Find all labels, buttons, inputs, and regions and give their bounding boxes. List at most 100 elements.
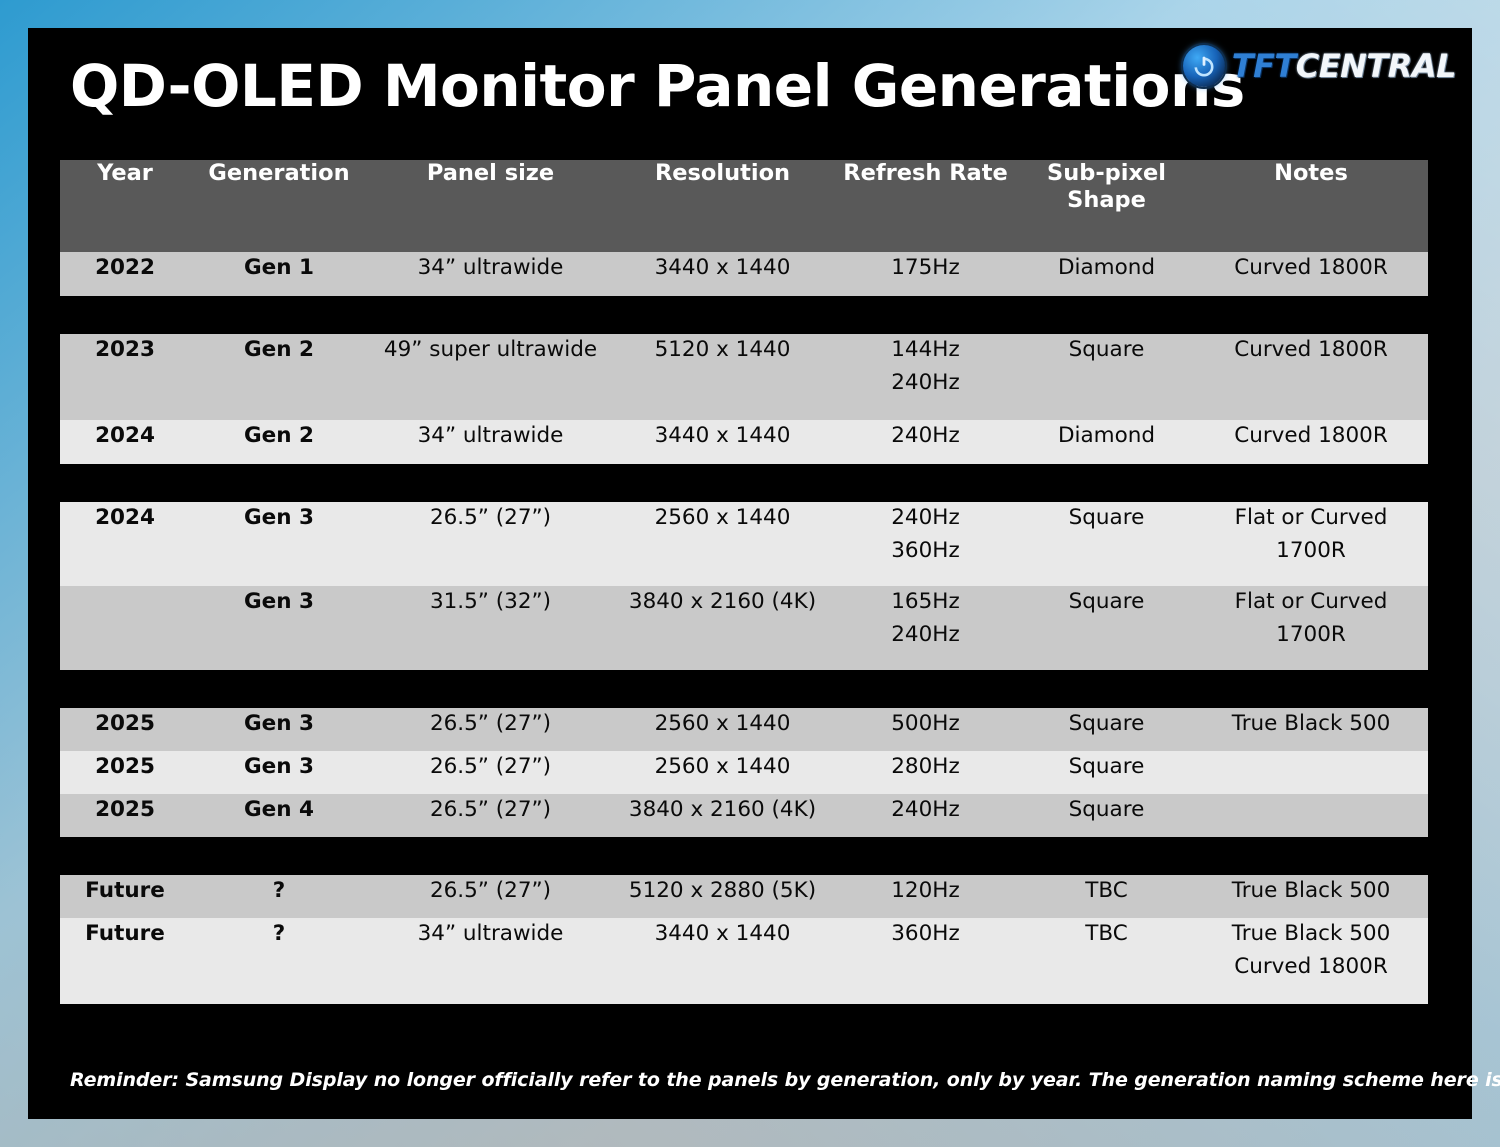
- power-button-icon: [1182, 45, 1225, 87]
- cell-year-line-1: 2025: [95, 754, 155, 779]
- table-row: 2025 Gen 3 26.5” (27”) 2560 x 1440 280Hz Squa…: [60, 751, 1428, 794]
- spacer-cell: [1194, 464, 1428, 502]
- logo-wordmark: TFTCENTRAL: [1232, 50, 1457, 82]
- cell-generation-line-1: Gen 1: [244, 255, 314, 280]
- cell-notes-line-1: Curved 1800R: [1234, 255, 1388, 280]
- cell-resolution: 2560 x 1440: [613, 751, 832, 794]
- cell-refresh-rate: 360Hz: [832, 918, 1019, 1004]
- spacer-cell: [1194, 670, 1428, 708]
- cell-resolution-line-1: 2560 x 1440: [654, 711, 791, 736]
- spacer-cell: [368, 296, 613, 334]
- cell-resolution: 2560 x 1440: [613, 708, 832, 751]
- cell-subpixel-line-1: Square: [1068, 797, 1145, 822]
- cell-refresh-rate: 240Hz: [832, 420, 1019, 464]
- tftcentral-logo[interactable]: TFTCENTRAL: [1182, 42, 1457, 90]
- cell-generation: Gen 3: [190, 708, 368, 751]
- subpixel-line-1: Sub-pixel: [1047, 160, 1166, 186]
- cell-panel-size-line-1: 26.5” (27”): [429, 797, 552, 822]
- cell-panel-size-line-1: 26.5” (27”): [429, 754, 552, 779]
- cell-notes: True Black 500 Curved 1800R: [1194, 918, 1428, 1004]
- cell-panel-size: 26.5” (27”): [368, 751, 613, 794]
- table-row: Gen 3 31.5” (32”) 3840 x 2160 (4K) 165Hz 240…: [60, 586, 1428, 670]
- cell-generation: Gen 2: [190, 334, 368, 420]
- cell-subpixel-line-1: TBC: [1085, 878, 1128, 903]
- cell-year-line-1: 2025: [95, 797, 155, 822]
- cell-notes-line-1: True Black 500: [1231, 878, 1391, 903]
- cell-subpixel: Square: [1019, 334, 1194, 420]
- cell-panel-size-line-1: 34” ultrawide: [417, 423, 564, 448]
- cell-panel-size: 34” ultrawide: [368, 918, 613, 1004]
- cell-subpixel: Square: [1019, 586, 1194, 670]
- table-body: 2022 Gen 1 34” ultrawide 3440 x 1440 175Hz Di…: [60, 252, 1428, 1004]
- spacer-cell: [1019, 837, 1194, 875]
- cell-subpixel: TBC: [1019, 918, 1194, 1004]
- spacer-cell: [832, 464, 1019, 502]
- cell-subpixel-line-1: Diamond: [1057, 423, 1156, 448]
- cell-panel-size: 49” super ultrawide: [368, 334, 613, 420]
- cell-subpixel-line-1: TBC: [1085, 921, 1128, 946]
- cell-year: [60, 586, 190, 670]
- cell-subpixel: TBC: [1019, 875, 1194, 918]
- cell-notes-line-2: 1700R: [1276, 621, 1346, 647]
- cell-generation-line-1: ?: [272, 878, 286, 903]
- cell-generation-line-1: Gen 2: [244, 337, 314, 362]
- spacer-cell: [1194, 296, 1428, 334]
- cell-year: 2025: [60, 751, 190, 794]
- cell-refresh-rate-line-1: 280Hz: [891, 754, 960, 779]
- spacer-cell: [190, 296, 368, 334]
- cell-resolution-line-1: 2560 x 1440: [654, 754, 791, 779]
- spacer-cell: [613, 837, 832, 875]
- cell-generation: Gen 1: [190, 252, 368, 296]
- cell-year-line-1: Future: [85, 878, 165, 903]
- cell-generation: Gen 3: [190, 751, 368, 794]
- spacer-cell: [190, 464, 368, 502]
- cell-resolution-line-1: 3440 x 1440: [654, 921, 791, 946]
- reminder-note: Reminder: Samsung Display no longer offi…: [70, 1069, 1500, 1091]
- cell-refresh-rate-line-1: 175Hz: [891, 255, 960, 280]
- cell-generation: Gen 3: [190, 586, 368, 670]
- cell-panel-size: 34” ultrawide: [368, 252, 613, 296]
- cell-panel-size: 26.5” (27”): [368, 708, 613, 751]
- cell-panel-size-line-1: 26.5” (27”): [429, 505, 552, 530]
- cell-notes-line-1: Curved 1800R: [1234, 337, 1388, 362]
- cell-notes-line-1: True Black 500: [1231, 921, 1391, 946]
- spacer-cell: [60, 670, 190, 708]
- table-row: 2025 Gen 3 26.5” (27”) 2560 x 1440 500Hz Squa…: [60, 708, 1428, 751]
- spacer-cell: [1019, 670, 1194, 708]
- spacer-cell: [613, 464, 832, 502]
- table-row: Future? 26.5” (27”) 5120 x 2880 (5K) 120Hz T…: [60, 875, 1428, 918]
- table-spacer-row: [60, 670, 1428, 708]
- cell-generation-line-1: Gen 4: [244, 797, 314, 822]
- cell-year-line-1: 2024: [95, 505, 155, 530]
- table-row: Future? 34” ultrawide 3440 x 1440 360Hz TBC T…: [60, 918, 1428, 1004]
- cell-year-line-1: 2025: [95, 711, 155, 736]
- cell-notes: True Black 500: [1194, 875, 1428, 918]
- cell-subpixel-line-1: Diamond: [1057, 255, 1156, 280]
- page-title: QD-OLED Monitor Panel Generations: [70, 52, 1245, 120]
- cell-subpixel: Diamond: [1019, 252, 1194, 296]
- cell-notes-line-2: Curved 1800R: [1234, 953, 1388, 979]
- cell-panel-size: 34” ultrawide: [368, 420, 613, 464]
- spacer-cell: [832, 670, 1019, 708]
- spacer-cell: [60, 464, 190, 502]
- spacer-cell: [613, 670, 832, 708]
- cell-panel-size-line-1: 34” ultrawide: [417, 255, 564, 280]
- cell-subpixel: Diamond: [1019, 420, 1194, 464]
- cell-refresh-rate-line-2: 240Hz: [891, 369, 960, 395]
- cell-refresh-rate: 500Hz: [832, 708, 1019, 751]
- column-header-year: Year: [60, 160, 190, 252]
- cell-panel-size-line-1: 26.5” (27”): [429, 711, 552, 736]
- cell-refresh-rate: 144Hz 240Hz: [832, 334, 1019, 420]
- header: QD-OLED Monitor Panel Generations TFTCEN…: [28, 28, 1472, 154]
- cell-panel-size: 26.5” (27”): [368, 875, 613, 918]
- cell-panel-size-line-1: 49” super ultrawide: [383, 337, 598, 362]
- spacer-cell: [60, 296, 190, 334]
- cell-resolution: 2560 x 1440: [613, 502, 832, 586]
- spacer-cell: [613, 296, 832, 334]
- cell-resolution: 3440 x 1440: [613, 252, 832, 296]
- cell-year: Future: [60, 875, 190, 918]
- cell-subpixel-line-1: Square: [1068, 505, 1145, 530]
- cell-subpixel: Square: [1019, 502, 1194, 586]
- spacer-cell: [368, 464, 613, 502]
- cell-notes: Curved 1800R: [1194, 252, 1428, 296]
